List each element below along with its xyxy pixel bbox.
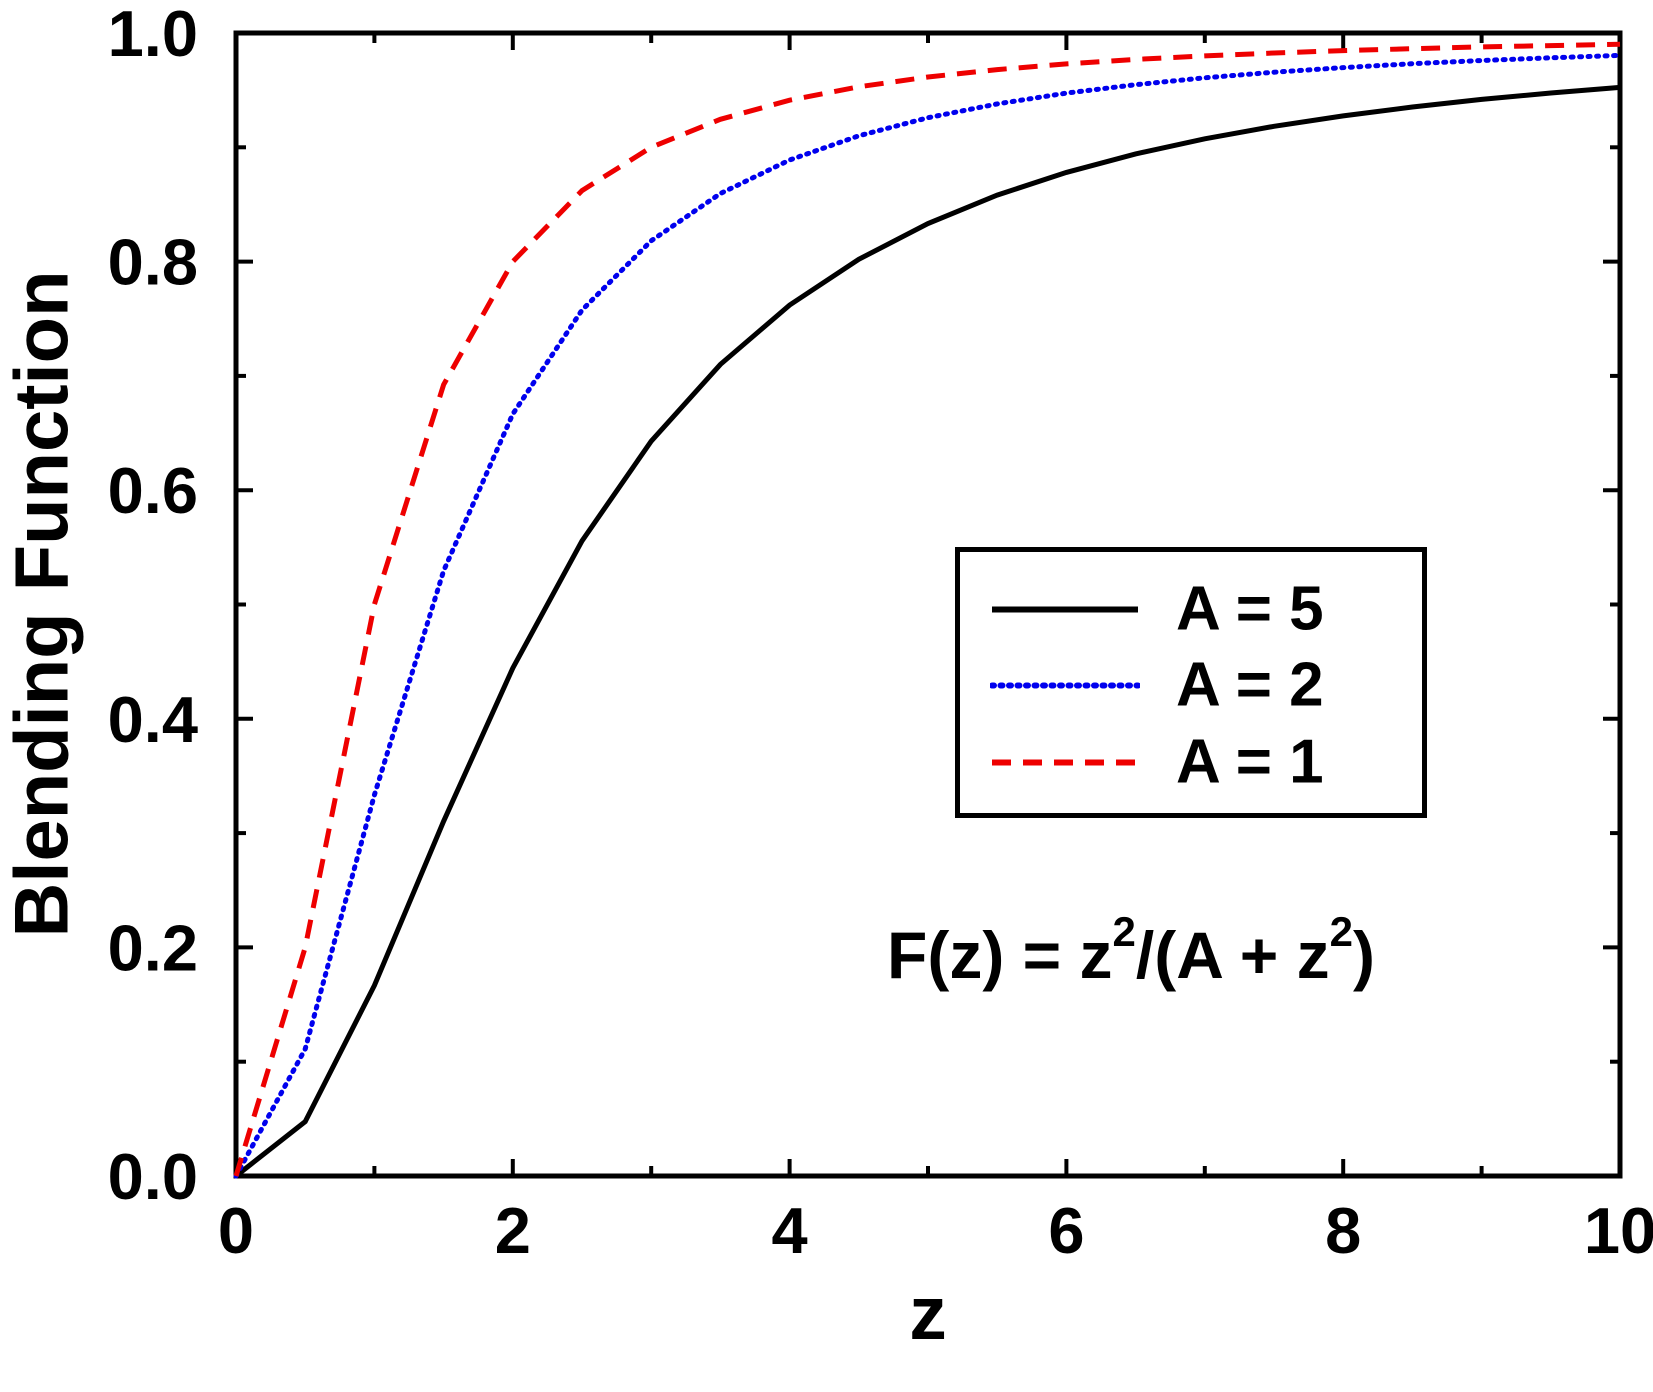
legend-line-sample-dashed <box>992 759 1138 765</box>
formula-annotation: F(z) = z2/(A + z2) <box>887 911 1375 993</box>
y-tick-label: 0.8 <box>108 226 198 299</box>
x-tick-label: 0 <box>218 1194 254 1267</box>
legend-label: A = 1 <box>1176 727 1324 797</box>
series-line-a=1 <box>233 41 1621 1177</box>
formula-superscript: 2 <box>1112 908 1136 955</box>
plot-frame <box>233 30 1623 1179</box>
tick-labels: 0 2 4 6 8 10 0.0 0.2 0.4 0.6 0.8 1.0 <box>108 0 1653 1267</box>
formula-part: /(A + z <box>1135 918 1330 992</box>
legend-item: A = 1 <box>990 727 1324 798</box>
legend-item: A = 2 <box>990 650 1324 721</box>
x-tick-label: 6 <box>1048 1194 1084 1267</box>
legend-item: A = 5 <box>990 574 1324 645</box>
x-tick-label: 2 <box>495 1194 531 1267</box>
y-tick-label: 0.2 <box>108 911 198 984</box>
legend-box: A = 5 A = 2 A = 1 <box>955 547 1427 818</box>
formula-superscript: 2 <box>1329 908 1353 955</box>
formula-part: ) <box>1352 918 1375 992</box>
series-line-a=5 <box>234 84 1621 1178</box>
y-tick-label: 0.4 <box>108 683 198 756</box>
x-tick-label: 8 <box>1325 1194 1361 1267</box>
y-tick-label: 0.6 <box>108 454 198 527</box>
legend-label: A = 5 <box>1176 574 1324 644</box>
x-tick-label: 10 <box>1584 1194 1653 1267</box>
x-tick-label: 4 <box>772 1194 808 1267</box>
y-axis-title: Blending Function <box>0 270 85 938</box>
legend-line-sample-dotted <box>990 682 1140 688</box>
legend-label: A = 2 <box>1176 650 1324 720</box>
x-axis-title: z <box>909 1271 947 1355</box>
formula-part: F(z) = z <box>887 918 1113 992</box>
y-tick-label: 0.0 <box>108 1140 198 1213</box>
legend-line-sample-solid <box>992 606 1138 612</box>
series-line-a=2 <box>233 52 1623 1179</box>
y-tick-label: 1.0 <box>108 0 198 70</box>
